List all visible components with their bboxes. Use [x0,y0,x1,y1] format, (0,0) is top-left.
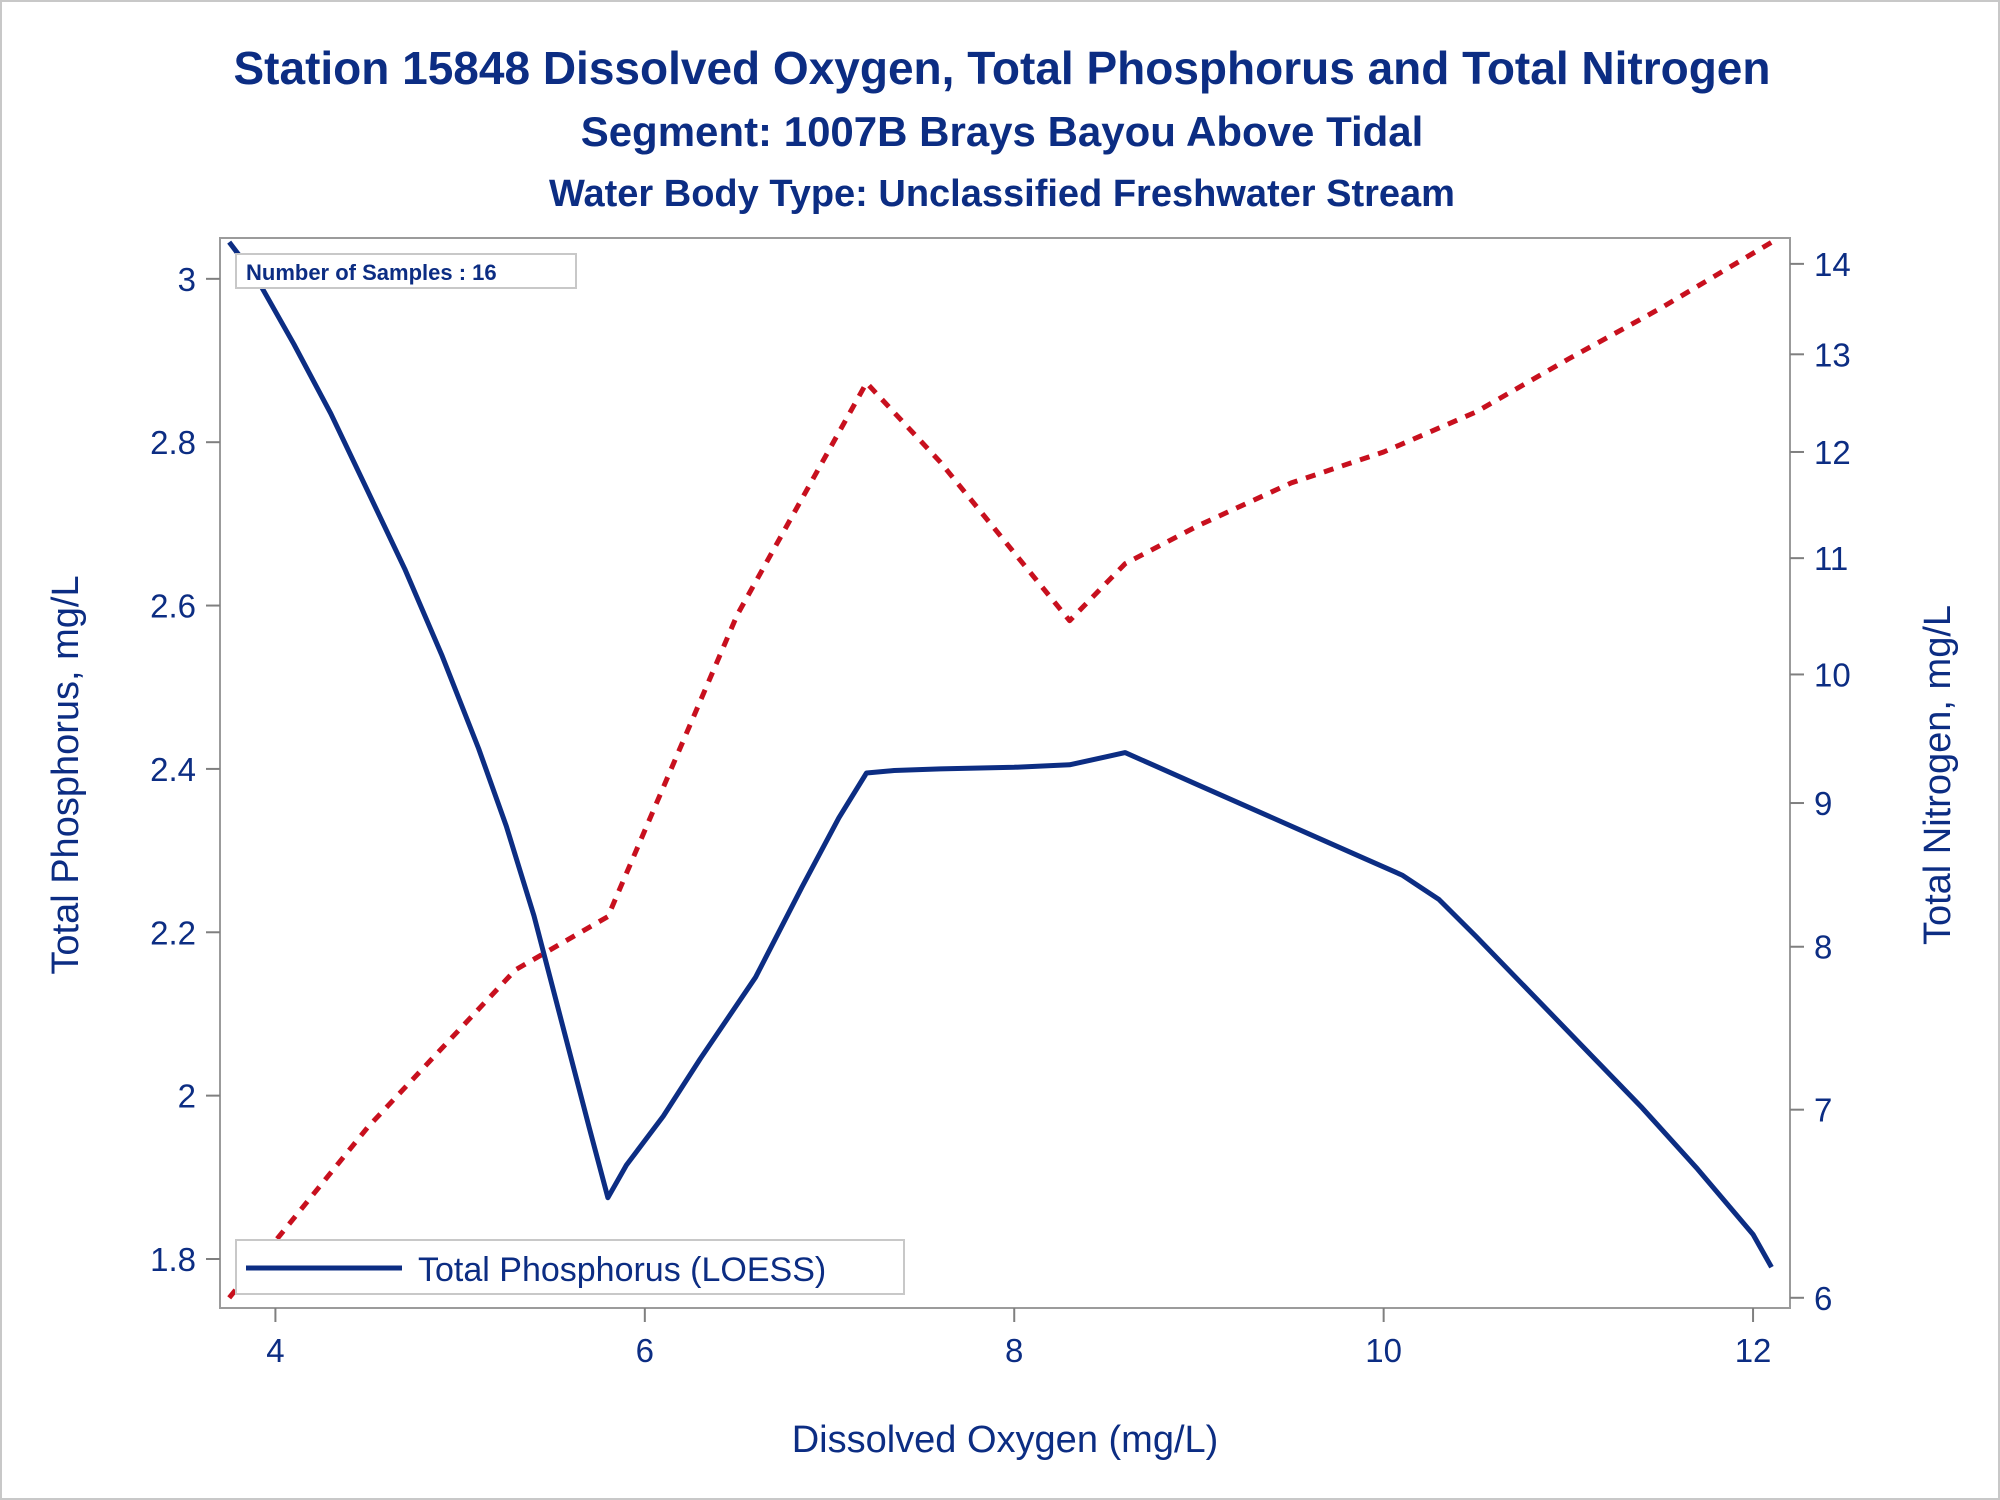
annotation-box [235,253,577,289]
axis-ticks: 4 6 8 10 12 1.8 2 2.2 2.4 2.6 2.8 3 6 7 8 9 10 11 12 13 14 [150,246,1851,1369]
x-tick-label: 4 [266,1332,284,1369]
chart-subtitle-2: Water Body Type: Unclassified Freshwater… [549,173,1455,215]
chart-title: Station 15848 Dissolved Oxygen, Total Ph… [233,42,1770,94]
y-left-tick-label: 2.2 [150,914,196,951]
x-axis-label: Dissolved Oxygen (mg/L) [792,1419,1219,1461]
y-right-tick-label: 10 [1814,656,1851,693]
y-left-tick-label: 3 [178,261,196,298]
y-left-tick-label: 1.8 [150,1241,196,1278]
sample-count-annotation: Number of Samples : 16 [235,253,577,289]
y-right-tick-label: 8 [1814,929,1832,966]
y-left-tick-label: 2.8 [150,424,196,461]
y-right-tick-label: 13 [1814,336,1851,373]
total-phosphorus-line [227,240,1774,1269]
y-left-tick-label: 2 [178,1078,196,1115]
y-right-tick-label: 7 [1814,1092,1832,1129]
y-left-tick-label: 2.6 [150,588,196,625]
legend-label-total-phosphorus: Total Phosphorus (LOESS) [418,1251,826,1289]
chart-subtitle: Segment: 1007B Brays Bayou Above Tidal [581,108,1424,155]
y-right-tick-label: 6 [1814,1280,1832,1317]
y-axis-left-label: Total Phosphorus, mg/L [45,575,87,974]
y-right-tick-label: 12 [1814,434,1851,471]
x-tick-label: 6 [636,1332,654,1369]
x-tick-label: 10 [1365,1332,1402,1369]
total-nitrogen-line [227,240,1773,1300]
x-tick-label: 8 [1005,1332,1023,1369]
legend: Total Phosphorus (LOESS) [235,1239,905,1295]
annotation-text: Number of Samples : 16 [246,260,497,285]
y-right-tick-label: 11 [1814,540,1848,577]
y-right-tick-label: 9 [1814,785,1832,822]
x-tick-label: 12 [1735,1332,1772,1369]
y-axis-right-label: Total Nitrogen, mg/L [1917,605,1959,945]
series-lines [227,240,1774,1300]
y-left-tick-label: 2.4 [150,751,196,788]
plot-area [219,237,1791,1309]
y-right-tick-label: 14 [1814,246,1851,283]
